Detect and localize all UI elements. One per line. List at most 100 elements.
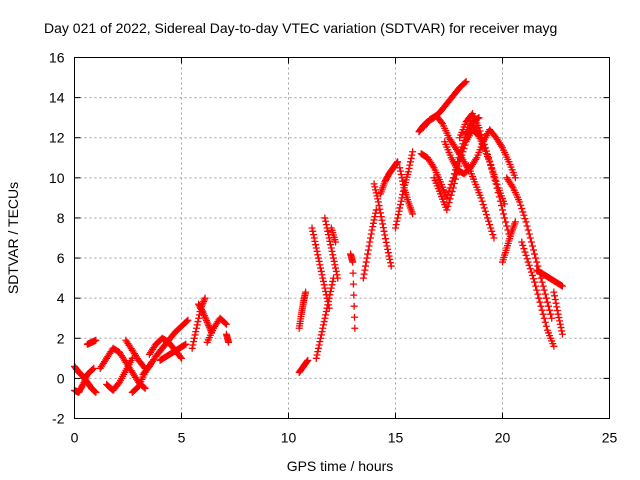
data-point	[535, 294, 543, 302]
data-point	[557, 281, 565, 289]
x-tick-label: 15	[388, 430, 404, 446]
data-point	[80, 379, 88, 387]
data-point	[371, 213, 379, 221]
data-series	[370, 180, 395, 270]
y-axis-label: SDTVAR / TECUs	[5, 182, 21, 294]
data-point	[538, 278, 546, 286]
data-point	[503, 222, 511, 230]
data-point	[518, 238, 526, 246]
data-point	[304, 356, 312, 364]
data-point	[556, 317, 564, 325]
data-point	[479, 201, 487, 209]
data-series	[327, 224, 340, 246]
data-point	[379, 220, 387, 228]
data-point	[188, 344, 196, 352]
data-series	[83, 336, 100, 348]
data-point	[392, 224, 399, 232]
data-point	[558, 327, 566, 335]
data-point	[349, 280, 357, 288]
data-point	[327, 241, 335, 249]
data-point	[141, 384, 149, 392]
x-axis-label: GPS time / hours	[287, 458, 394, 474]
data-point	[488, 227, 496, 235]
data-point	[349, 258, 357, 266]
data-point	[452, 171, 460, 179]
data-point	[308, 224, 316, 232]
data-point	[312, 244, 320, 252]
data-point	[92, 388, 100, 396]
data-point	[524, 258, 532, 266]
data-point	[525, 230, 533, 238]
data-point	[310, 234, 318, 242]
data-point	[502, 218, 510, 226]
data-point	[375, 202, 383, 210]
data-point	[525, 261, 533, 269]
data-point	[316, 338, 324, 346]
data-point	[475, 114, 483, 122]
data-point	[394, 158, 402, 166]
data-point	[330, 257, 338, 265]
data-point	[541, 318, 549, 326]
data-point	[329, 251, 337, 259]
data-point	[324, 227, 332, 235]
data-point	[178, 354, 185, 362]
data-point	[369, 219, 377, 227]
data-point	[325, 234, 333, 242]
data-point	[92, 336, 100, 344]
data-point	[192, 324, 200, 332]
data-point	[89, 365, 97, 373]
data-point	[203, 318, 211, 326]
data-point	[394, 211, 402, 219]
data-point	[485, 217, 493, 225]
data-series	[103, 354, 136, 394]
data-series	[222, 330, 233, 346]
chart-title: Day 021 of 2022, Sidereal Day-to-day VTE…	[44, 20, 557, 36]
data-point	[508, 182, 516, 190]
data-point	[409, 148, 417, 156]
data-point	[556, 320, 564, 328]
data-point	[328, 281, 336, 289]
data-point	[501, 214, 509, 222]
data-point	[557, 324, 565, 332]
data-point	[372, 186, 380, 194]
data-point	[302, 288, 310, 296]
data-point	[488, 165, 496, 173]
data-point	[364, 246, 372, 254]
data-point	[361, 266, 369, 274]
data-point	[443, 206, 451, 214]
data-point	[317, 267, 325, 275]
data-point	[332, 267, 340, 275]
data-point	[511, 218, 519, 226]
data-point	[201, 313, 209, 321]
data-point	[195, 311, 203, 319]
data-series	[533, 266, 566, 290]
data-point	[472, 155, 480, 163]
data-point	[517, 201, 525, 209]
data-point	[329, 254, 337, 262]
data-point	[396, 201, 404, 209]
data-point	[532, 282, 540, 290]
data-point	[449, 184, 457, 192]
data-point	[396, 164, 404, 172]
data-point	[397, 170, 405, 178]
data-point	[78, 382, 86, 390]
data-point	[398, 194, 406, 202]
y-tick-label: 12	[49, 130, 65, 146]
data-point	[398, 174, 406, 182]
data-point	[327, 244, 335, 252]
grid-layer	[74, 57, 610, 419]
data-series	[499, 218, 519, 266]
data-point	[558, 282, 566, 290]
data-point	[447, 191, 455, 199]
data-point	[409, 210, 417, 218]
data-point	[331, 261, 339, 269]
data-point	[376, 205, 384, 213]
data-point	[349, 269, 357, 277]
data-point	[184, 316, 192, 324]
data-point	[524, 226, 532, 234]
data-point	[314, 344, 322, 352]
data-point	[406, 158, 414, 166]
data-point	[303, 357, 311, 365]
data-point	[367, 230, 375, 238]
data-point	[539, 310, 547, 318]
